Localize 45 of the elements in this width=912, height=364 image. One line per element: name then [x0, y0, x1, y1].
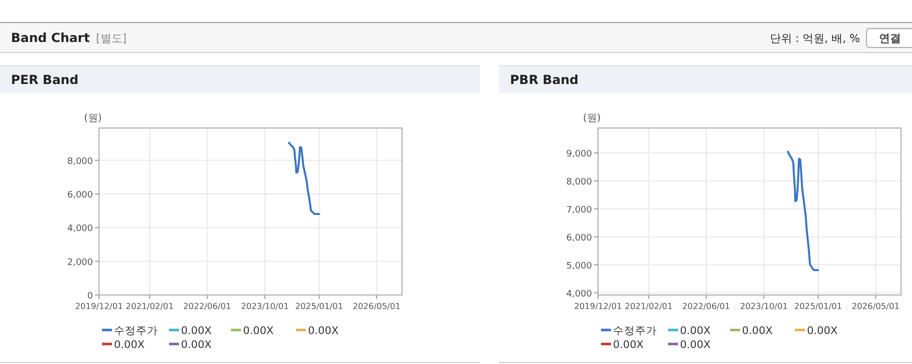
x-tick-label: 2022/06/01 — [183, 301, 232, 311]
y-tick-label: 9,000 — [566, 149, 592, 160]
x-tick-label: 2025/01/01 — [295, 301, 344, 311]
x-tick-label: 2025/01/01 — [794, 301, 842, 311]
text: [별도] — [96, 32, 127, 45]
x-tick-label: 2023/10/01 — [240, 301, 289, 311]
y-tick-label: 6,000 — [67, 190, 94, 200]
legend-label: 0.00X — [114, 339, 145, 351]
legend-label: 수정주가 — [114, 325, 158, 337]
legend-label: 0.00X — [181, 339, 212, 351]
line-series — [786, 150, 820, 272]
y-tick-label: 8,000 — [67, 156, 94, 167]
legend-label: 0.00X — [243, 325, 274, 337]
y-tick-label: 5,000 — [566, 261, 592, 272]
y-tick-label: 4,000 — [67, 224, 94, 234]
legend-label: 0.00X — [613, 339, 644, 351]
x-tick-label: 2021/02/01 — [624, 301, 673, 311]
legend-label: 0.00X — [181, 325, 212, 337]
y-tick-label: 8,000 — [566, 177, 592, 188]
y-tick-label: 7,000 — [566, 205, 592, 216]
legend-label: 0.00X — [742, 325, 773, 337]
line-series — [288, 142, 320, 216]
legend-label: 0.00X — [680, 325, 711, 337]
y-tick-label: 4,000 — [566, 289, 592, 300]
text: 연결 — [879, 32, 901, 45]
x-tick-label: 2019/12/01 — [574, 301, 622, 311]
text: 단위 : 억원, 배, % — [770, 32, 860, 45]
legend-label: 0.00X — [807, 325, 838, 337]
chart-title: PBR Band — [510, 72, 578, 87]
y-tick-label: 6,000 — [566, 233, 592, 244]
legend-label: 0.00X — [308, 325, 339, 337]
x-tick-label: 2026/05/01 — [352, 301, 401, 311]
x-tick-label: 2019/12/01 — [75, 301, 123, 311]
x-tick-label: 2022/06/01 — [682, 301, 730, 311]
x-tick-label: 2026/05/01 — [852, 301, 900, 311]
y-axis-title: (원) — [583, 113, 601, 124]
legend-label: 수정주가 — [613, 325, 657, 337]
y-axis-title: (원) — [84, 113, 102, 124]
y-tick-label: 0 — [87, 292, 94, 302]
y-tick-label: 2,000 — [67, 258, 94, 268]
x-tick-label: 2023/10/01 — [740, 301, 788, 311]
legend-label: 0.00X — [680, 339, 711, 351]
text: Band Chart — [11, 30, 90, 45]
x-tick-label: 2021/02/01 — [126, 301, 174, 311]
chart-title: PER Band — [11, 72, 78, 87]
